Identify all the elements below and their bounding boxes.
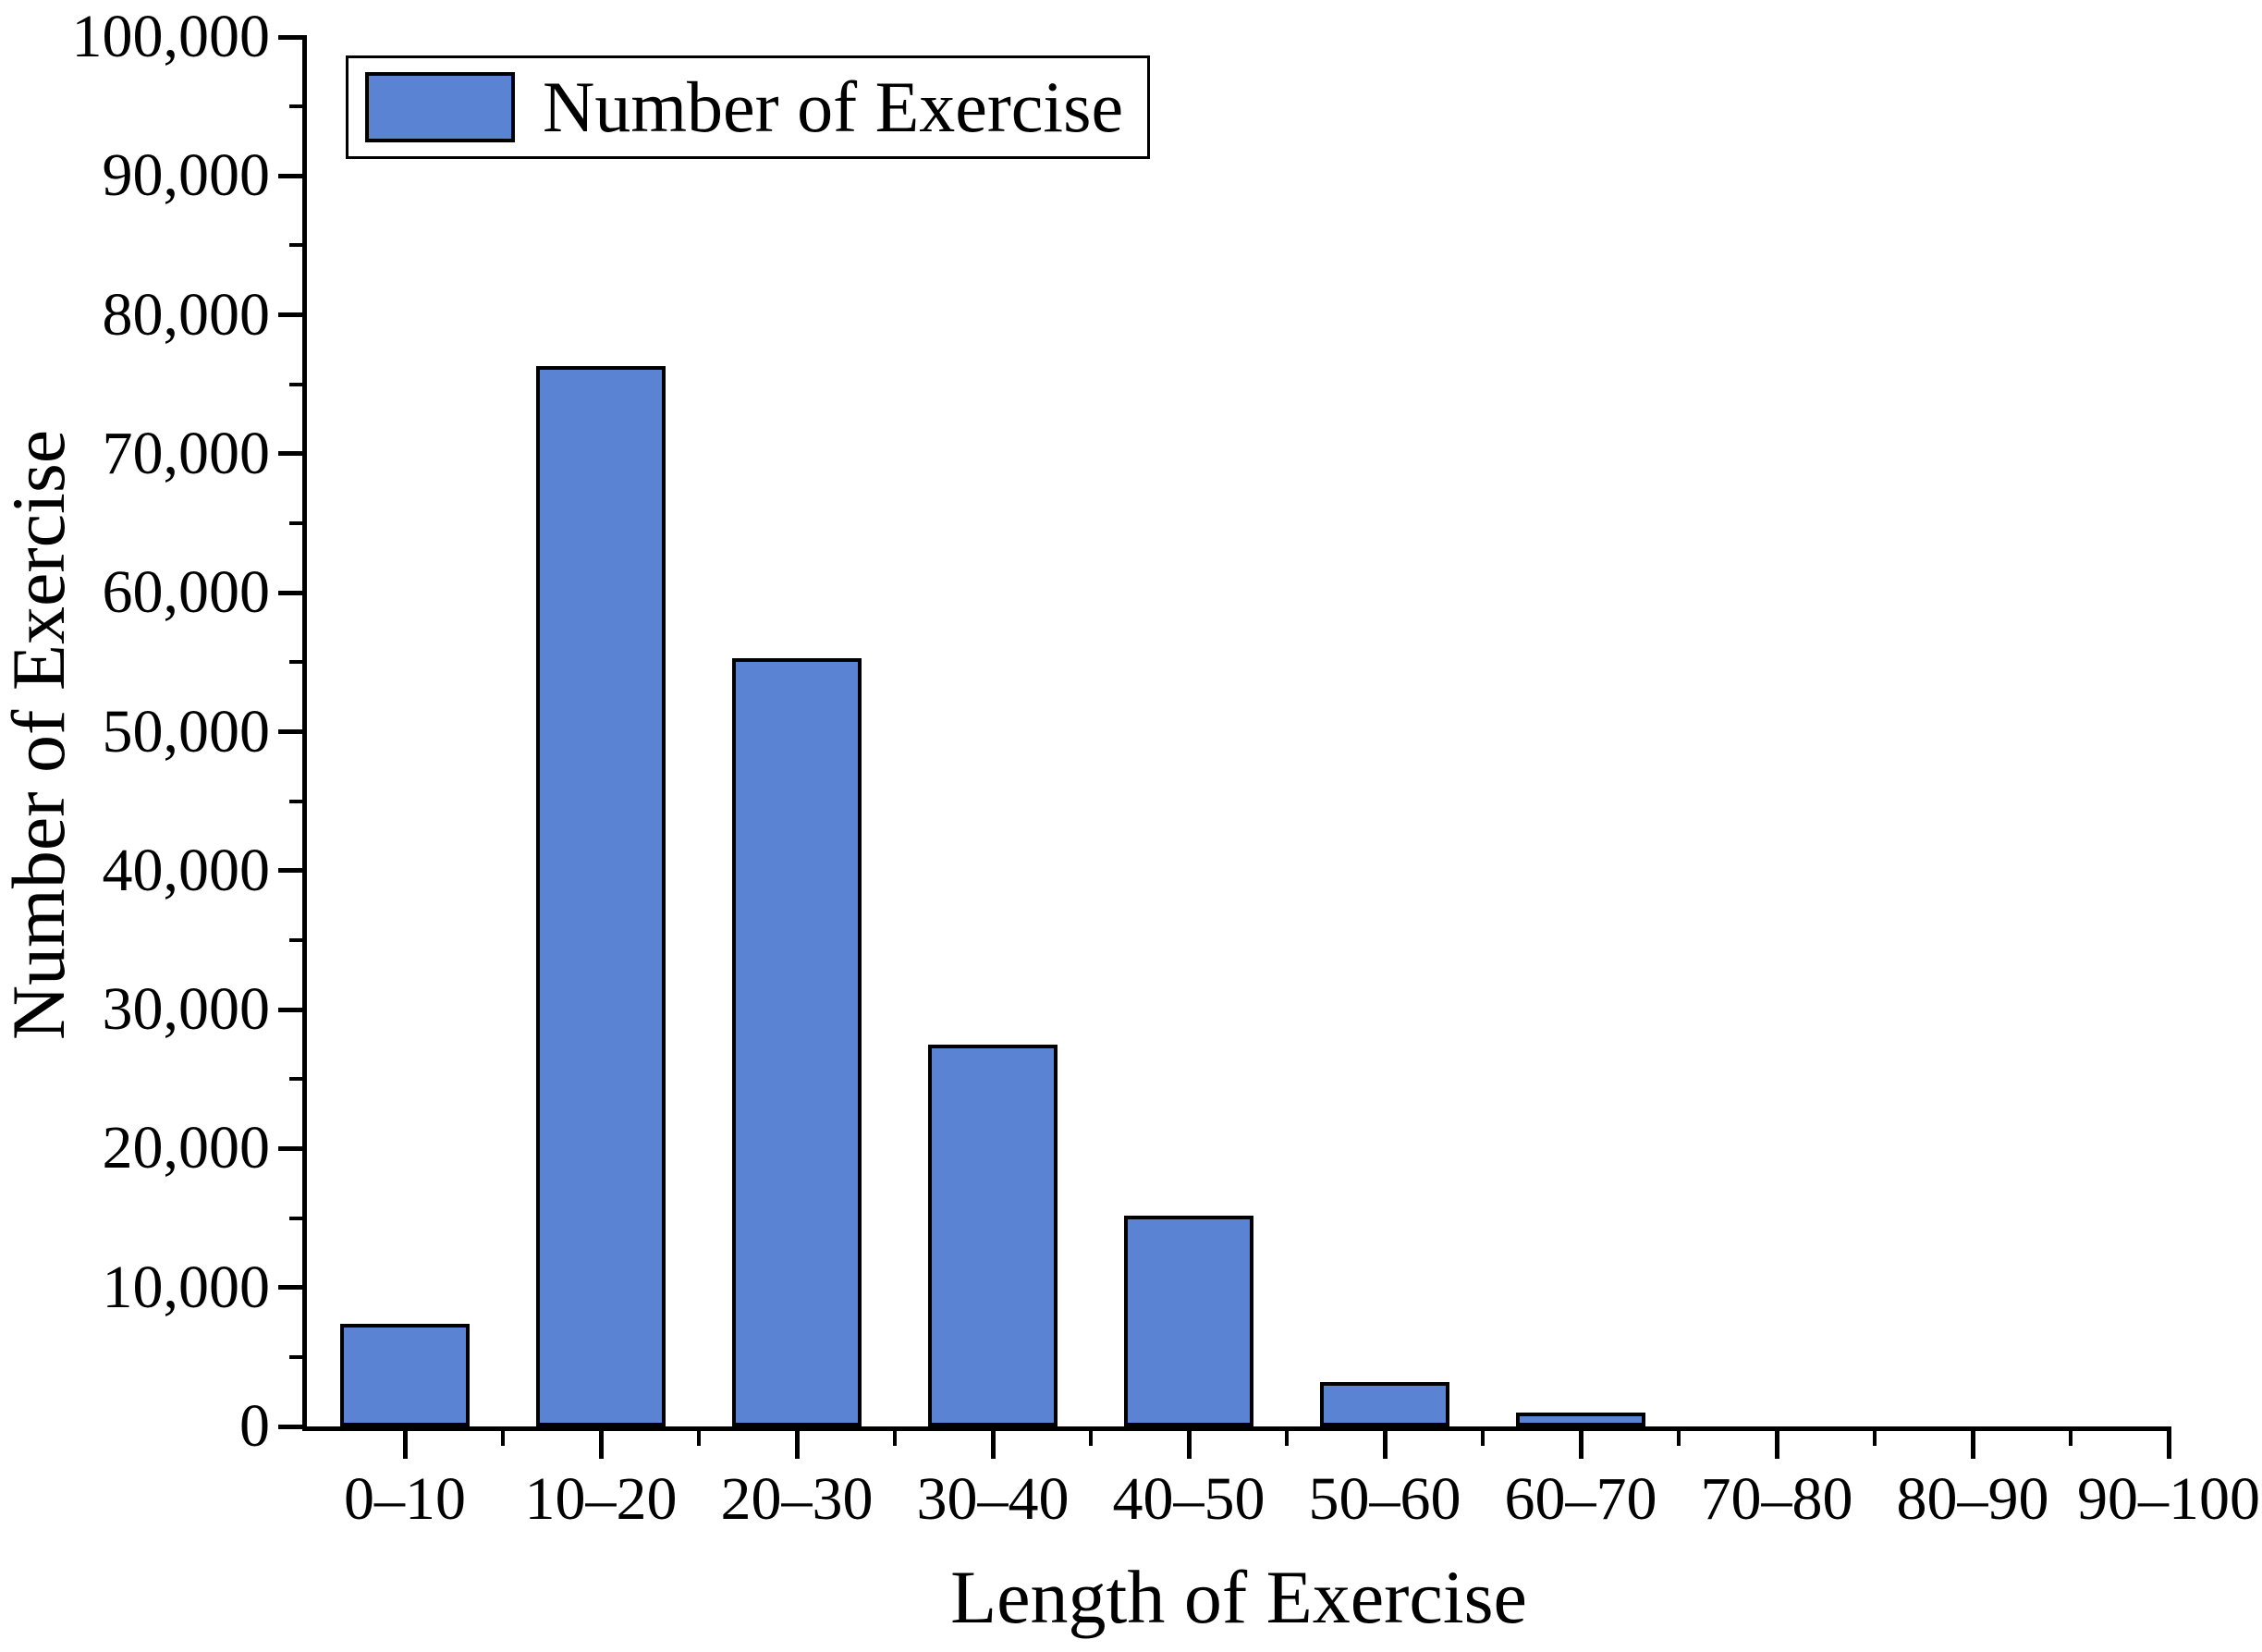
x-tick-major [1186,1431,1192,1459]
y-tick-minor [289,243,302,248]
x-tick-label: 90–100 [2077,1465,2260,1533]
legend-swatch [365,72,515,142]
x-tick-minor [1285,1431,1289,1446]
y-axis-line [302,35,307,1431]
bar [1320,1381,1449,1426]
y-tick-major [278,312,302,318]
legend-label: Number of Exercise [543,67,1124,147]
x-tick-major [1382,1431,1388,1459]
y-tick-minor [289,799,302,803]
y-tick-minor [289,521,302,526]
x-tick-minor [1481,1431,1485,1446]
bar [1516,1412,1645,1426]
y-tick-label: 0 [239,1392,270,1460]
x-tick-minor [697,1431,701,1446]
x-tick-major [2166,1431,2171,1459]
y-tick-label: 50,000 [102,697,271,765]
y-tick-major [278,1145,302,1151]
y-tick-label: 60,000 [102,558,271,627]
y-tick-major [278,590,302,595]
legend: Number of Exercise [346,55,1151,159]
x-tick-label: 80–90 [1896,1465,2049,1533]
y-tick-minor [289,660,302,665]
y-tick-major [278,1424,302,1429]
y-tick-label: 100,000 [71,3,271,70]
x-tick-major [598,1431,604,1459]
y-tick-minor [289,937,302,942]
y-tick-minor [289,104,302,109]
bar [536,366,666,1426]
y-tick-label: 40,000 [102,836,271,904]
bar [928,1044,1058,1426]
y-tick-label: 90,000 [102,141,271,210]
y-tick-minor [289,1354,302,1359]
y-tick-major [278,729,302,734]
y-tick-minor [289,1216,302,1220]
x-tick-minor [2069,1431,2072,1446]
y-tick-major [278,1285,302,1291]
y-tick-major [278,173,302,178]
y-tick-label: 10,000 [102,1253,271,1321]
bar [340,1323,470,1426]
x-axis-line [302,1426,2171,1431]
x-tick-label: 60–70 [1504,1465,1657,1533]
x-tick-label: 70–80 [1700,1465,1853,1533]
x-tick-label: 30–40 [916,1465,1070,1533]
y-tick-major [278,34,302,40]
y-tick-minor [289,1077,302,1082]
y-tick-major [278,868,302,874]
y-tick-minor [289,382,302,386]
bar [732,657,862,1426]
y-tick-major [278,1007,302,1012]
x-tick-label: 50–60 [1308,1465,1461,1533]
y-tick-label: 20,000 [102,1114,271,1182]
x-tick-label: 20–30 [720,1465,874,1533]
x-tick-minor [501,1431,505,1446]
x-tick-major [990,1431,996,1459]
y-tick-label: 30,000 [102,975,271,1044]
x-tick-minor [1677,1431,1681,1446]
y-tick-major [278,451,302,457]
x-tick-major [402,1431,408,1459]
x-tick-minor [1089,1431,1093,1446]
x-tick-label: 40–50 [1112,1465,1265,1533]
x-tick-major [1774,1431,1779,1459]
x-axis-title: Length of Exercise [950,1555,1527,1639]
y-tick-label: 80,000 [102,280,271,349]
x-tick-label: 0–10 [344,1465,466,1533]
x-tick-major [1970,1431,1975,1459]
x-tick-major [794,1431,800,1459]
x-tick-minor [893,1431,897,1446]
x-tick-label: 10–20 [524,1465,678,1533]
y-tick-label: 70,000 [102,419,271,487]
x-tick-major [1578,1431,1583,1459]
x-tick-minor [1873,1431,1877,1446]
bar [1124,1215,1253,1426]
